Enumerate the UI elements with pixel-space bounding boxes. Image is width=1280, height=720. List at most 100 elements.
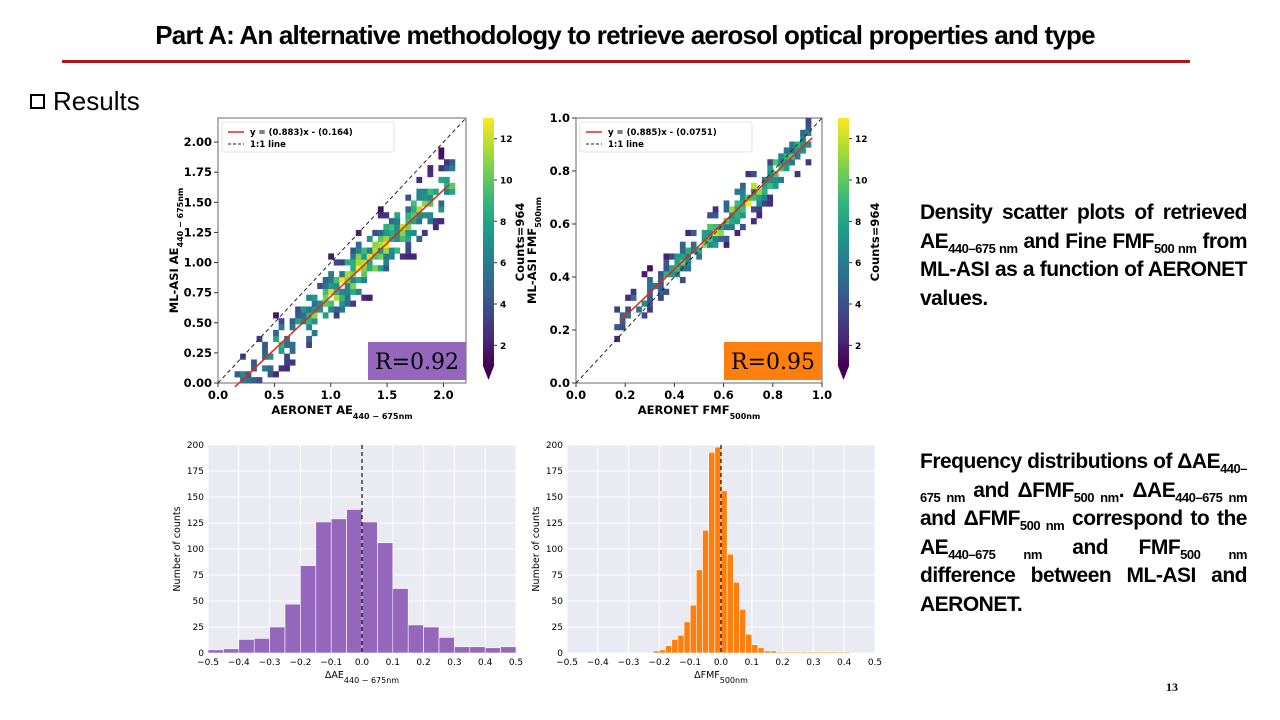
density-cell bbox=[289, 347, 296, 354]
histogram-bar bbox=[665, 645, 673, 654]
density-cell bbox=[410, 229, 417, 237]
density-cell bbox=[311, 306, 318, 313]
density-cell bbox=[740, 188, 746, 195]
density-cell bbox=[761, 176, 768, 184]
density-cell bbox=[306, 324, 312, 331]
density-cell bbox=[372, 265, 379, 272]
density-cell bbox=[251, 359, 257, 366]
density-cell bbox=[438, 153, 445, 160]
title-divider bbox=[62, 60, 1190, 63]
x-tick-label: 0.1 bbox=[386, 658, 400, 668]
r-value-box bbox=[724, 342, 822, 380]
histogram-bar bbox=[652, 650, 660, 654]
histogram-bar bbox=[683, 621, 691, 654]
density-cell bbox=[427, 188, 434, 195]
density-cell bbox=[800, 129, 806, 136]
density-cell bbox=[394, 218, 401, 225]
histogram-bar bbox=[751, 644, 759, 654]
x-axis-label: ΔFMF500nm bbox=[694, 670, 748, 685]
y-tick-label: 0.25 bbox=[184, 346, 212, 360]
density-cell bbox=[641, 312, 648, 319]
density-cell bbox=[438, 165, 445, 172]
density-cell bbox=[750, 171, 757, 178]
density-cell bbox=[322, 300, 329, 307]
density-cell bbox=[410, 200, 417, 207]
density-cell bbox=[761, 182, 768, 189]
density-cell bbox=[306, 294, 312, 301]
density-cell bbox=[443, 159, 450, 166]
density-cell bbox=[339, 277, 346, 284]
density-cell bbox=[355, 288, 362, 295]
x-tick-label: −0.2 bbox=[289, 658, 311, 668]
y-tick-label: 100 bbox=[546, 545, 563, 555]
density-cell bbox=[377, 229, 384, 237]
density-cell bbox=[328, 271, 335, 278]
fit-line bbox=[619, 137, 813, 322]
y-tick-label: 0.0 bbox=[550, 376, 570, 390]
density-cell bbox=[668, 271, 675, 278]
x-tick-label: 0.4 bbox=[837, 658, 852, 668]
x-tick-label: −0.5 bbox=[197, 658, 219, 668]
density-cell bbox=[668, 265, 675, 272]
density-cell bbox=[355, 265, 362, 272]
density-cell bbox=[361, 259, 368, 266]
density-cell bbox=[625, 312, 631, 319]
density-cell bbox=[383, 253, 390, 260]
density-cell bbox=[614, 306, 621, 313]
density-cell bbox=[794, 147, 801, 154]
density-cell bbox=[740, 206, 746, 213]
density-cell bbox=[740, 212, 746, 219]
density-cell bbox=[663, 271, 670, 278]
histogram-bar bbox=[825, 651, 833, 654]
y-axis-label: Number of counts bbox=[531, 506, 542, 591]
histogram-bar bbox=[659, 649, 666, 654]
density-cell bbox=[377, 206, 384, 213]
histogram-bar bbox=[745, 633, 753, 654]
density-cell bbox=[333, 277, 340, 284]
density-cell bbox=[339, 259, 346, 266]
density-cell bbox=[405, 241, 412, 248]
density-cell bbox=[416, 194, 423, 201]
legend-fit-label: y = (0.883)x - (0.164) bbox=[250, 128, 353, 138]
density-cell bbox=[734, 218, 741, 225]
density-cell bbox=[234, 371, 241, 378]
density-cell bbox=[707, 212, 713, 219]
histogram-bar bbox=[831, 651, 839, 654]
colorbar-tick-label: 8 bbox=[500, 218, 506, 228]
x-tick-label: 2.0 bbox=[433, 388, 453, 402]
density-cell bbox=[729, 206, 735, 213]
density-cell bbox=[734, 188, 741, 195]
density-cell bbox=[262, 353, 268, 360]
colorbar-tick-label: 2 bbox=[855, 342, 861, 352]
density-cell bbox=[267, 365, 274, 372]
y-tick-label: 0.4 bbox=[550, 270, 570, 284]
density-cell bbox=[685, 265, 692, 272]
density-cell bbox=[306, 306, 312, 313]
density-cell bbox=[712, 235, 719, 242]
density-cell bbox=[383, 265, 390, 272]
y-tick-label: 1.50 bbox=[184, 195, 212, 209]
density-cell bbox=[685, 229, 692, 237]
colorbar bbox=[838, 118, 849, 366]
x-tick-label: −0.5 bbox=[556, 658, 578, 668]
density-cell bbox=[394, 212, 401, 219]
density-cell bbox=[289, 324, 296, 331]
x-tick-label: 0.6 bbox=[713, 388, 733, 402]
histogram-bar bbox=[423, 626, 440, 654]
y-tick-label: 125 bbox=[546, 519, 563, 529]
one-to-one-line bbox=[575, 117, 823, 384]
x-tick-label: 0.0 bbox=[566, 388, 586, 402]
density-cell bbox=[311, 312, 318, 319]
density-cell bbox=[355, 253, 362, 260]
density-cell bbox=[366, 294, 373, 301]
y-tick-label: 75 bbox=[193, 571, 204, 581]
density-cell bbox=[289, 341, 296, 348]
x-tick-label: 0.4 bbox=[478, 658, 493, 668]
histogram-bar bbox=[696, 569, 703, 654]
density-cell bbox=[295, 312, 301, 319]
density-cell bbox=[350, 253, 357, 260]
density-cell bbox=[432, 218, 439, 225]
histogram-bar bbox=[813, 651, 820, 654]
density-cell bbox=[361, 294, 368, 301]
density-cell bbox=[772, 176, 779, 184]
